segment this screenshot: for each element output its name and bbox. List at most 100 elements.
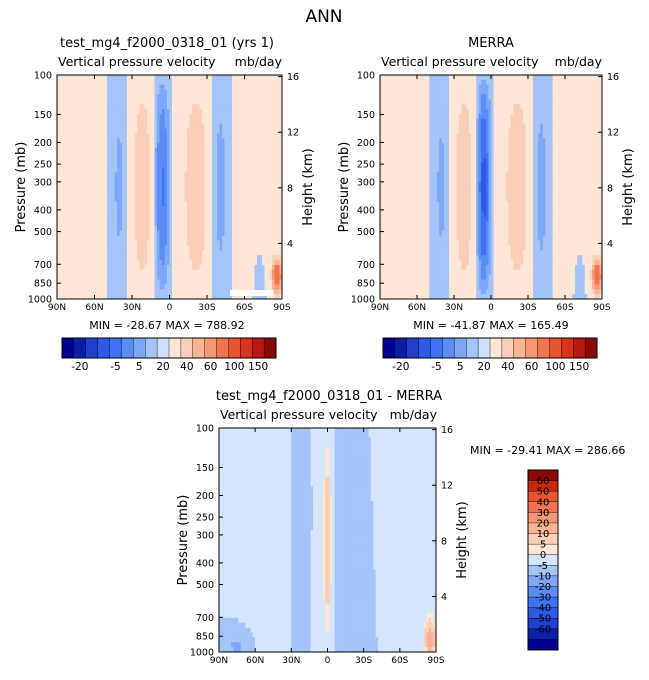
heatmap-cell	[387, 168, 390, 173]
heatmap-cell	[419, 129, 422, 134]
heatmap-cell	[122, 153, 125, 158]
heatmap-cell	[87, 245, 90, 250]
heatmap-cell	[185, 90, 188, 95]
heatmap-cell	[142, 99, 145, 104]
heatmap-cell	[170, 133, 173, 138]
heatmap-cell	[270, 133, 273, 138]
heatmap-cell	[112, 192, 115, 197]
heatmap-cell	[150, 250, 153, 255]
heatmap-cell	[227, 119, 230, 124]
heatmap-cell	[95, 133, 98, 138]
heatmap-cell	[142, 280, 145, 285]
heatmap-cell	[237, 138, 240, 143]
heatmap-cell	[107, 99, 110, 104]
heatmap-cell	[412, 124, 415, 129]
heatmap-cell	[115, 85, 118, 90]
heatmap-cell	[85, 148, 88, 153]
heatmap-cell	[177, 284, 180, 289]
heatmap-cell	[65, 265, 68, 270]
heatmap-cell	[172, 94, 175, 99]
heatmap-cell	[125, 250, 128, 255]
heatmap-cell	[125, 231, 128, 236]
heatmap-cell	[220, 231, 223, 236]
heatmap-cell	[80, 226, 83, 231]
heatmap-cell	[225, 260, 228, 265]
heatmap-cell	[155, 231, 158, 236]
heatmap-cell	[195, 211, 198, 216]
heatmap-cell	[205, 197, 208, 202]
heatmap-cell	[65, 284, 68, 289]
heatmap-cell	[412, 211, 415, 216]
heatmap-cell	[150, 289, 153, 294]
heatmap-cell	[162, 129, 165, 134]
x-tick-label: 30N	[123, 303, 141, 313]
heatmap-cell	[419, 114, 422, 119]
heatmap-cell	[162, 153, 165, 158]
heatmap-cell	[212, 75, 215, 80]
heatmap-cell	[382, 211, 385, 216]
heatmap-cell	[167, 80, 170, 85]
heatmap-cell	[120, 187, 123, 192]
heatmap-cell	[200, 192, 203, 197]
heatmap-cell	[197, 94, 200, 99]
heatmap-cell	[150, 236, 153, 241]
heatmap-cell	[390, 260, 393, 265]
heatmap-cell	[212, 129, 215, 134]
heatmap-cell	[397, 114, 400, 119]
heatmap-cell	[130, 260, 133, 265]
heatmap-cell	[110, 260, 113, 265]
heatmap-cell	[400, 226, 403, 231]
heatmap-cell	[255, 114, 258, 119]
heatmap-cell	[110, 280, 113, 285]
heatmap-cell	[62, 90, 65, 95]
heatmap-cell	[110, 265, 113, 270]
heatmap-cell	[152, 85, 155, 90]
heatmap-cell	[252, 280, 255, 285]
x-tick-label: 60S	[236, 303, 253, 313]
heatmap-cell	[407, 90, 410, 95]
heatmap-cell	[392, 275, 395, 280]
heatmap-cell	[190, 124, 193, 129]
heatmap-cell	[277, 148, 280, 153]
heatmap-cell	[262, 280, 265, 285]
heatmap-cell	[180, 275, 183, 280]
heatmap-cell	[112, 284, 115, 289]
heatmap-cell	[77, 153, 80, 158]
heatmap-cell	[402, 163, 405, 168]
heatmap-cell	[265, 90, 268, 95]
heatmap-cell	[405, 265, 408, 270]
heatmap-cell	[187, 231, 190, 236]
heatmap-cell	[240, 236, 243, 241]
heatmap-cell	[122, 231, 125, 236]
heatmap-cell	[405, 284, 408, 289]
heatmap-cell	[262, 168, 265, 173]
heatmap-cell	[67, 275, 70, 280]
heatmap-cell	[395, 192, 398, 197]
heatmap-cell	[277, 231, 280, 236]
heatmap-cell	[232, 280, 235, 285]
heatmap-cell	[65, 221, 68, 226]
heatmap-cell	[100, 94, 103, 99]
heatmap-cell	[395, 255, 398, 260]
heatmap-cell	[260, 85, 263, 90]
heatmap-cell	[240, 163, 243, 168]
heatmap-cell	[90, 202, 93, 207]
heatmap-cell	[142, 158, 145, 163]
heatmap-cell	[77, 143, 80, 148]
heatmap-cell	[200, 114, 203, 119]
heatmap-cell	[117, 260, 120, 265]
heatmap-cell	[60, 216, 63, 221]
heatmap-cell	[195, 226, 198, 231]
heatmap-cell	[412, 148, 415, 153]
heatmap-cell	[260, 153, 263, 158]
heatmap-cell	[205, 114, 208, 119]
heatmap-cell	[115, 241, 118, 246]
heatmap-cell	[112, 236, 115, 241]
heatmap-cell	[400, 114, 403, 119]
heatmap-cell	[185, 192, 188, 197]
heatmap-cell	[152, 187, 155, 192]
y-right-tick-label: 16	[287, 72, 299, 83]
heatmap-cell	[207, 221, 210, 226]
heatmap-cell	[395, 133, 398, 138]
heatmap-cell	[162, 114, 165, 119]
